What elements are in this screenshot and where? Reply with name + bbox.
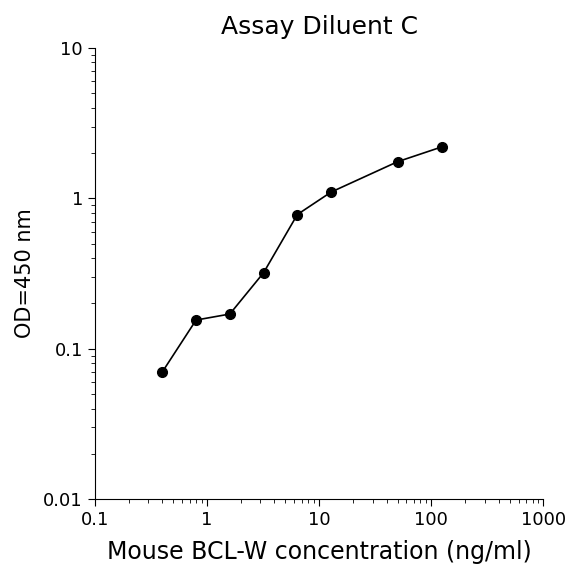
Title: Assay Diluent C: Assay Diluent C [221, 15, 418, 39]
X-axis label: Mouse BCL-W concentration (ng/ml): Mouse BCL-W concentration (ng/ml) [107, 540, 532, 564]
Y-axis label: OD=450 nm: OD=450 nm [15, 208, 35, 338]
